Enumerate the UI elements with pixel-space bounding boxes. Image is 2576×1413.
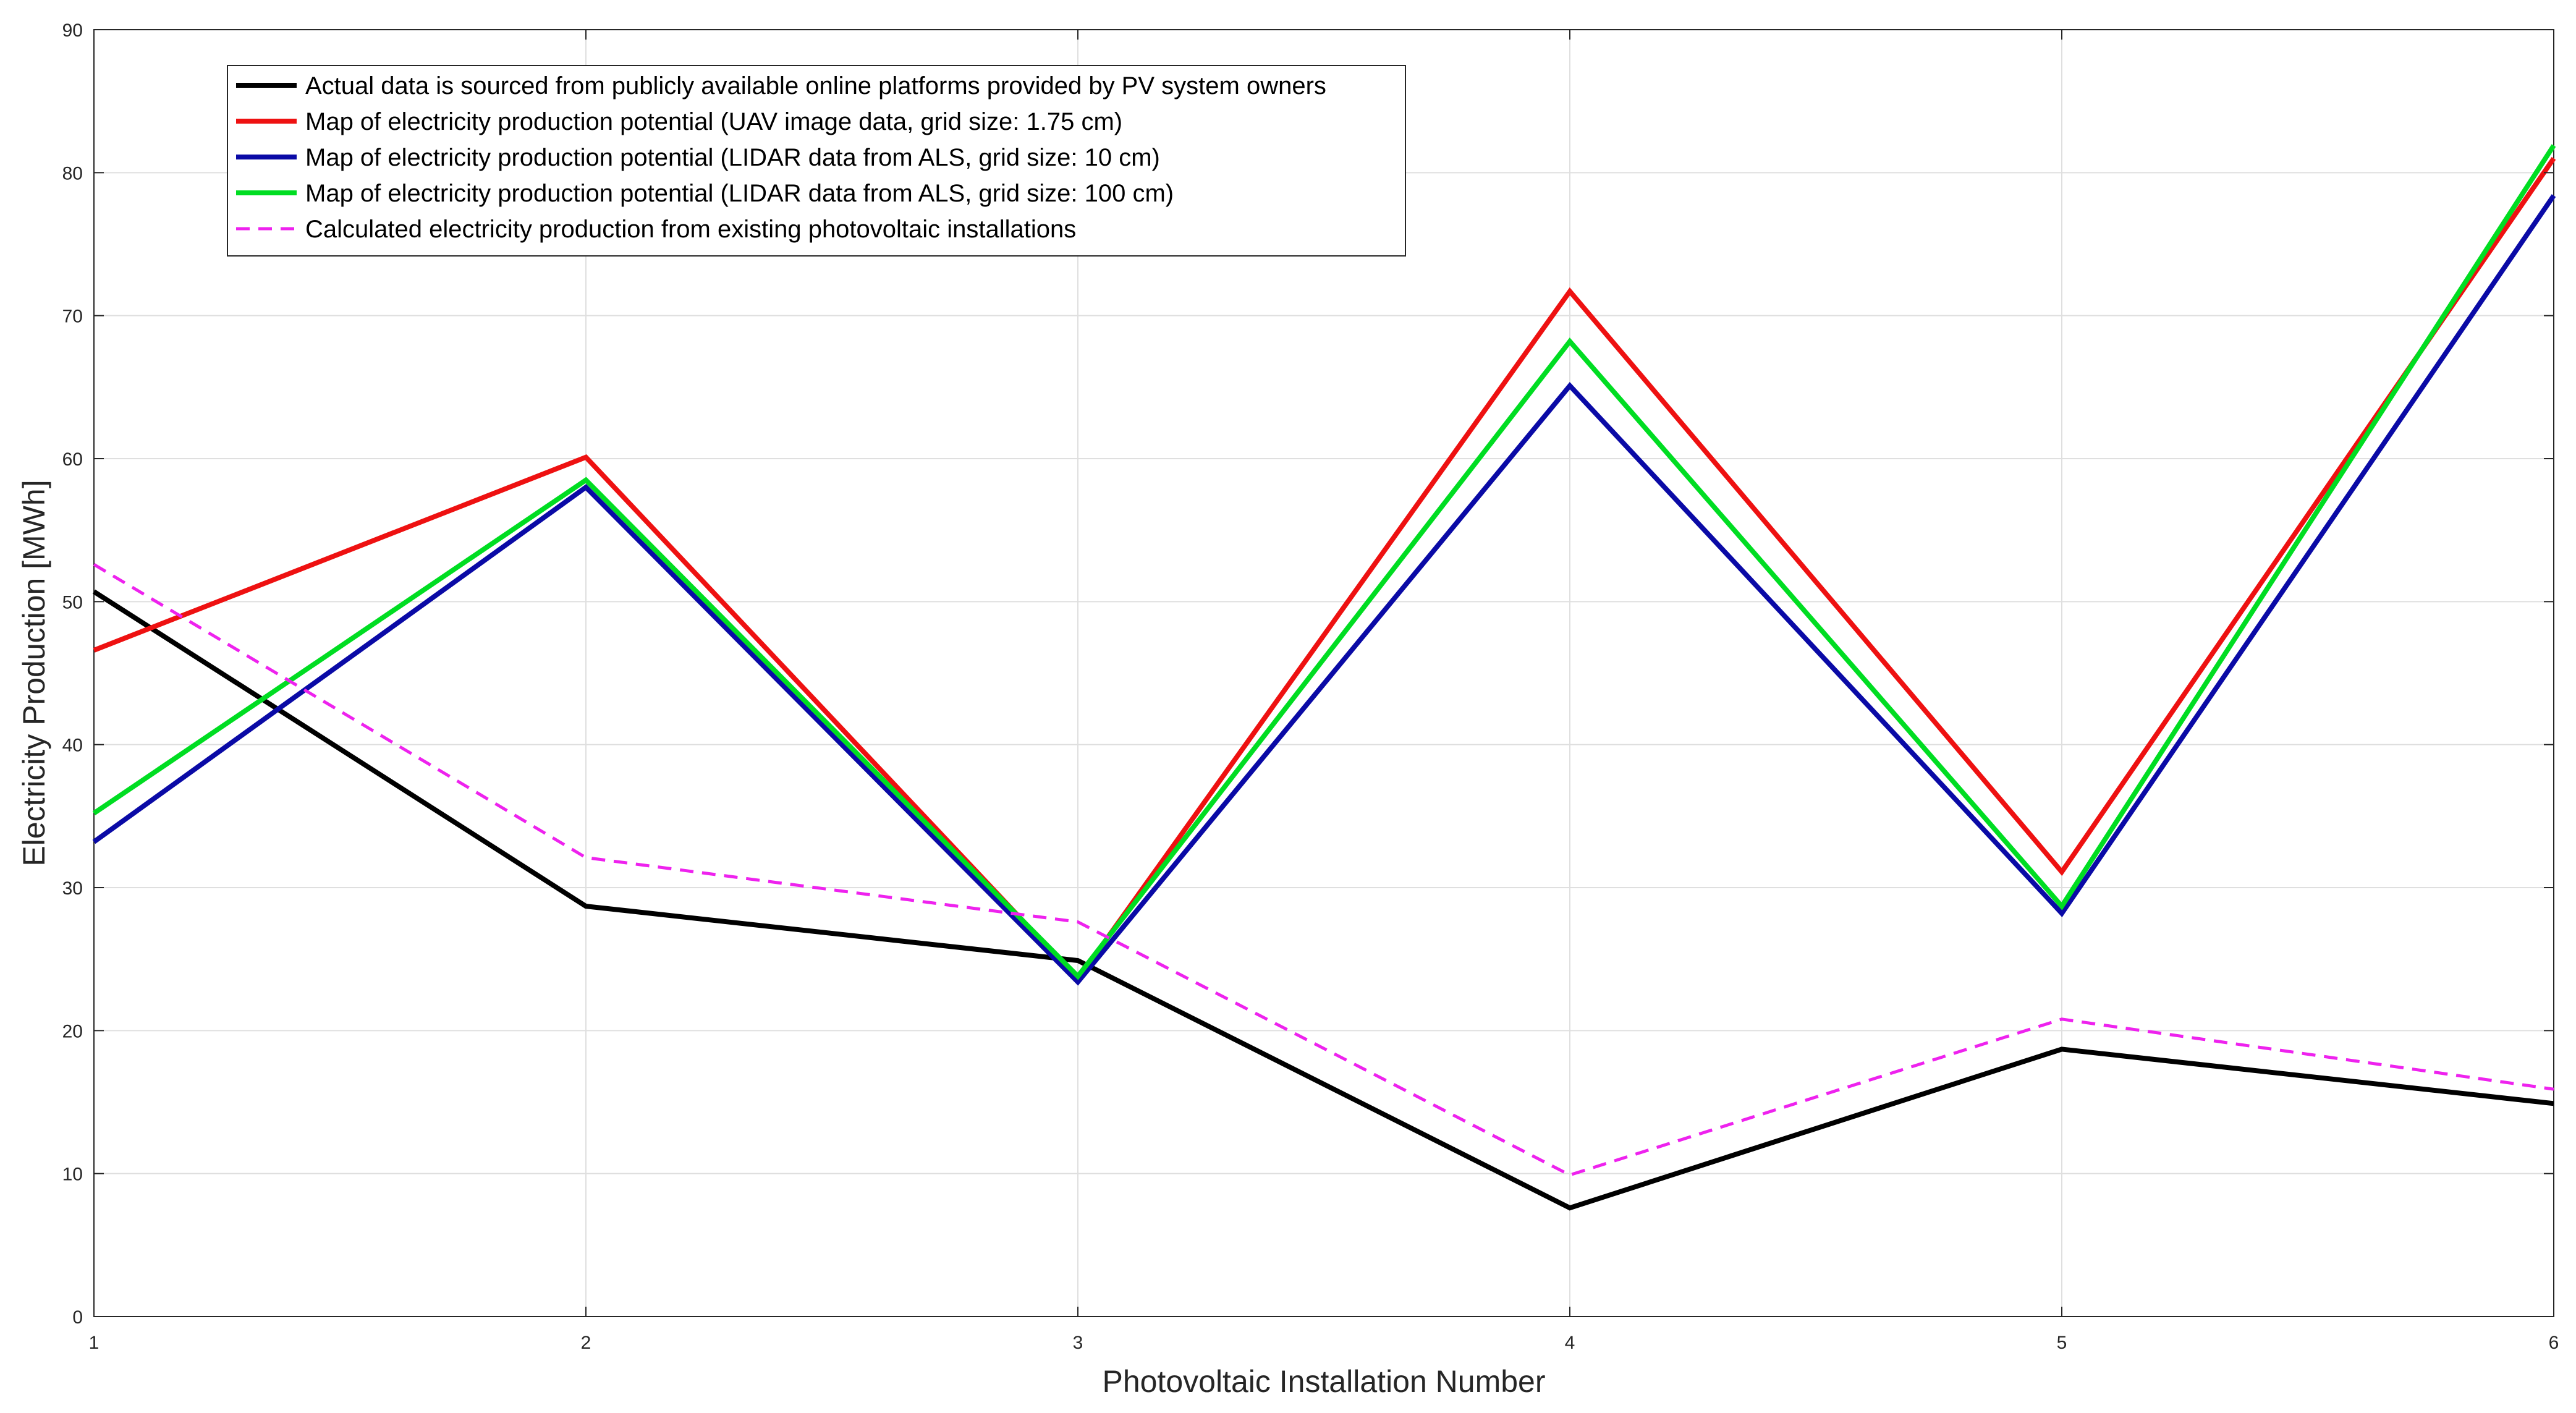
- x-tick-label: 5: [2057, 1333, 2067, 1353]
- x-tick-label: 4: [1565, 1333, 1575, 1353]
- y-tick-label: 80: [62, 163, 83, 184]
- legend-label-1: Actual data is sourced from publicly ava…: [305, 72, 1326, 100]
- x-tick-label: 6: [2549, 1333, 2559, 1353]
- legend-label-5: Calculated electricity production from e…: [305, 216, 1076, 243]
- y-axis-title: Electricity Production [MWh]: [17, 480, 51, 866]
- series-line-1: [92, 589, 2554, 1211]
- plot-area-frame: [93, 29, 2554, 1317]
- y-tick-label: 70: [62, 307, 83, 327]
- x-tick-label: 1: [89, 1333, 100, 1353]
- y-tick-label: 40: [62, 736, 83, 756]
- legend-box: [227, 65, 1406, 257]
- series-line-4: [92, 144, 2556, 980]
- legend-label-4: Map of electricity production potential …: [305, 180, 1174, 207]
- y-tick-label: 30: [62, 878, 83, 899]
- x-tick-label: 3: [1073, 1333, 1083, 1353]
- y-tick-label: 10: [62, 1165, 83, 1185]
- series-line-5: [93, 563, 2554, 1177]
- series-line-3: [92, 194, 2556, 986]
- y-tick-label: 90: [62, 20, 83, 41]
- y-tick-label: 50: [62, 592, 83, 613]
- y-tick-label: 60: [62, 449, 83, 470]
- legend-label-2: Map of electricity production potential …: [305, 108, 1122, 135]
- legend-label-3: Map of electricity production potential …: [305, 144, 1160, 171]
- series-line-2: [93, 156, 2556, 983]
- x-tick-label: 2: [581, 1333, 591, 1353]
- y-tick-label: 20: [62, 1021, 83, 1042]
- x-axis-title: Photovoltaic Installation Number: [1102, 1364, 1545, 1399]
- y-tick-label: 0: [72, 1307, 83, 1328]
- legend: Actual data is sourced from publicly ava…: [227, 65, 1406, 257]
